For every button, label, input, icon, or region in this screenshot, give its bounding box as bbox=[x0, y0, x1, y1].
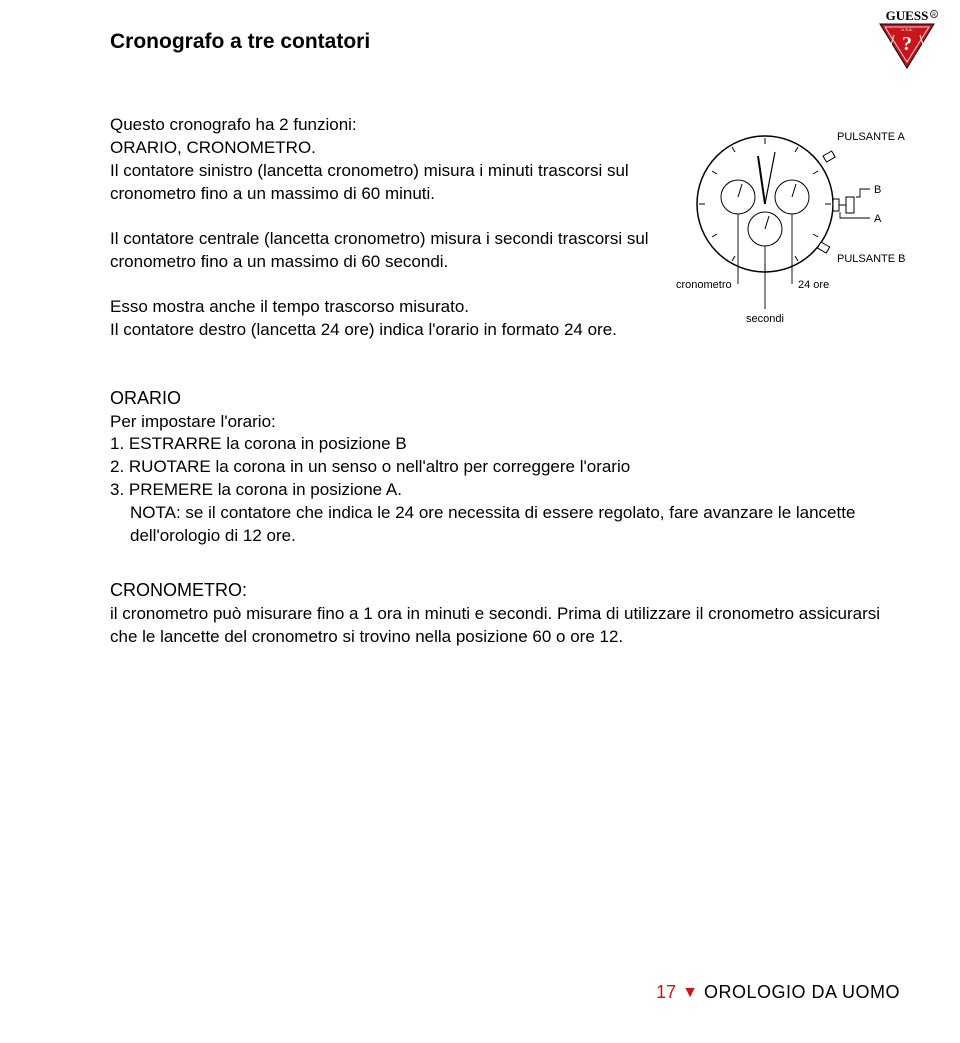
brand-logo: GUESS R U.S.A. ? bbox=[872, 8, 942, 78]
page-number: 17 bbox=[656, 982, 676, 1003]
orario-heading: ORARIO bbox=[110, 388, 910, 409]
orario-body: Per impostare l'orario: 1. ESTRARRE la c… bbox=[110, 411, 910, 549]
cronometro-body: il cronometro può misurare fino a 1 ora … bbox=[110, 603, 910, 649]
triangle-icon: ▼ bbox=[682, 984, 698, 1002]
label-crown-b: B bbox=[874, 184, 881, 196]
label-cronometro: cronometro bbox=[676, 279, 732, 291]
intro-line: ORARIO, CRONOMETRO. bbox=[110, 138, 316, 157]
intro-line: Questo cronografo ha 2 funzioni: bbox=[110, 115, 357, 134]
svg-text:GUESS: GUESS bbox=[886, 8, 929, 23]
svg-text:R: R bbox=[932, 13, 936, 19]
orario-note: NOTA: se il contatore che indica le 24 o… bbox=[110, 502, 910, 548]
cronometro-heading: CRONOMETRO: bbox=[110, 580, 910, 601]
label-pulsante-b: PULSANTE B bbox=[837, 253, 905, 265]
page-title: Cronografo a tre contatori bbox=[110, 30, 910, 54]
label-secondi: secondi bbox=[746, 313, 784, 325]
label-crown-a: A bbox=[874, 213, 882, 225]
label-24ore: 24 ore bbox=[798, 279, 829, 291]
page-footer: 17 ▼ OROLOGIO DA UOMO bbox=[656, 982, 900, 1003]
orario-step: 1. ESTRARRE la corona in posizione B bbox=[110, 433, 910, 456]
svg-text:U.S.A.: U.S.A. bbox=[901, 27, 913, 32]
orario-step: 3. PREMERE la corona in posizione A. bbox=[110, 479, 910, 502]
footer-label: OROLOGIO DA UOMO bbox=[704, 982, 900, 1003]
intro-line: Il contatore destro (lancetta 24 ore) in… bbox=[110, 320, 617, 339]
orario-lead: Per impostare l'orario: bbox=[110, 411, 910, 434]
intro-line: Esso mostra anche il tempo trascorso mis… bbox=[110, 297, 469, 316]
label-pulsante-a: PULSANTE A bbox=[837, 131, 906, 143]
orario-step: 2. RUOTARE la corona in un senso o nell'… bbox=[110, 456, 910, 479]
intro-paragraph-2: Il contatore centrale (lancetta cronomet… bbox=[110, 228, 660, 274]
svg-text:?: ? bbox=[902, 33, 912, 55]
intro-paragraph-1: Questo cronografo ha 2 funzioni: ORARIO,… bbox=[110, 114, 660, 206]
intro-paragraph-3: Esso mostra anche il tempo trascorso mis… bbox=[110, 296, 660, 342]
intro-line: Il contatore sinistro (lancetta cronomet… bbox=[110, 161, 629, 203]
watch-diagram: PULSANTE A PULSANTE B B A cronometro sec… bbox=[670, 114, 910, 339]
